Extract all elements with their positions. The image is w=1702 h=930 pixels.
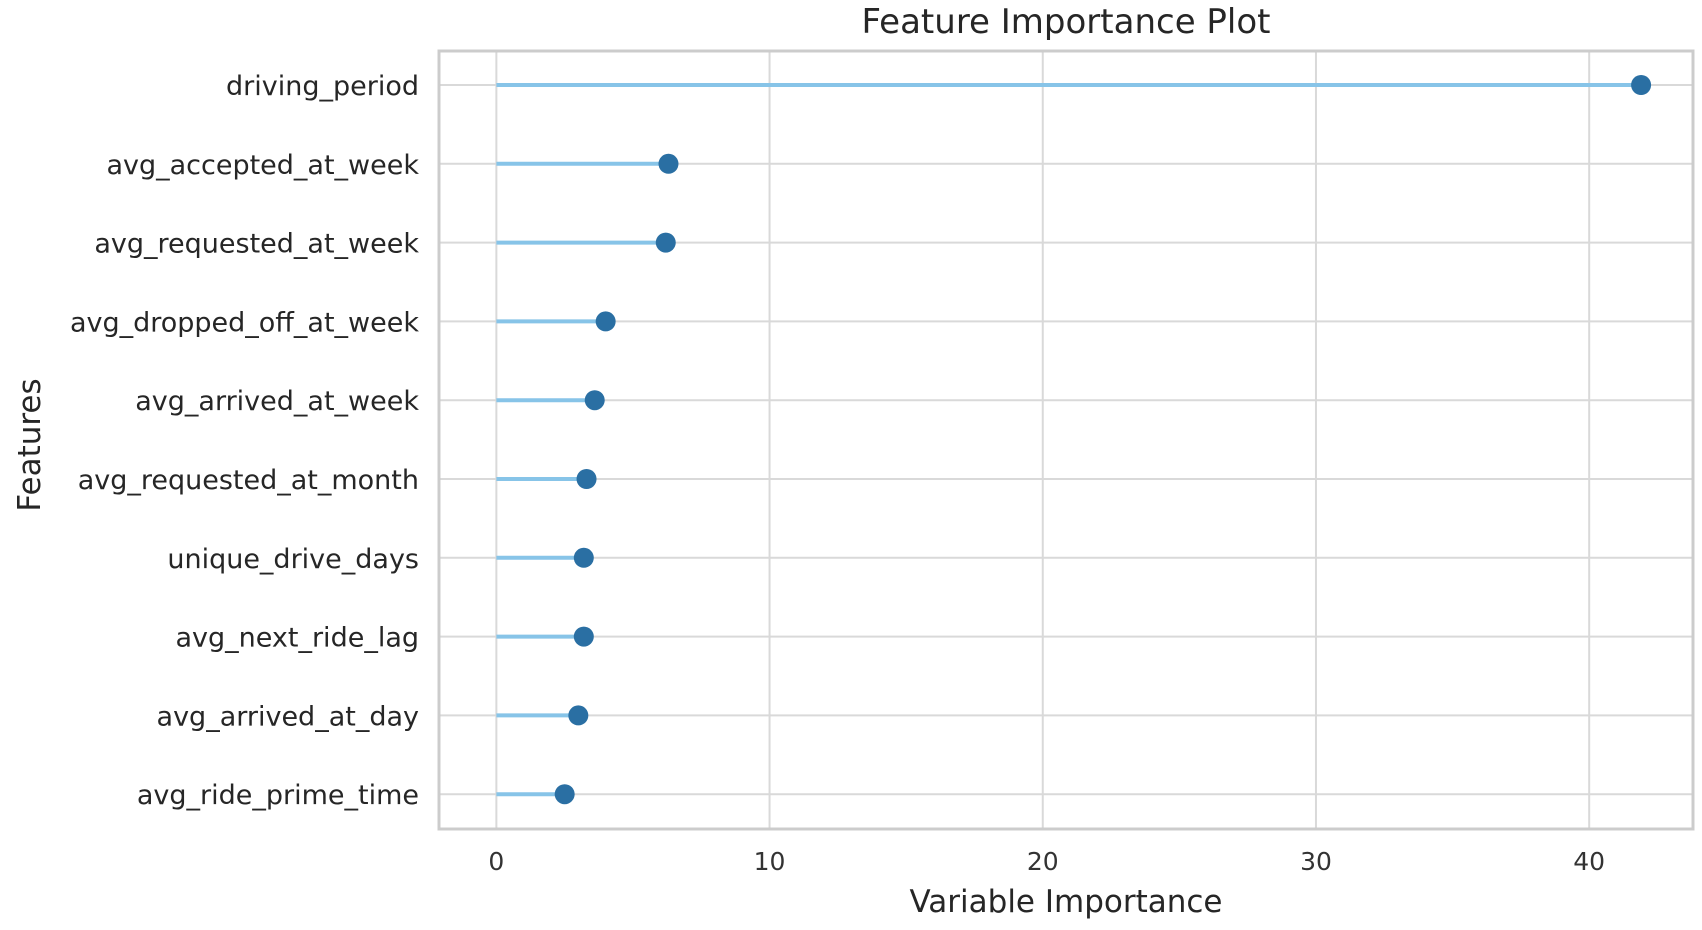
y-tick-label: avg_ride_prime_time bbox=[137, 780, 419, 811]
y-tick-label: avg_accepted_at_week bbox=[106, 150, 419, 181]
mark-layer bbox=[496, 75, 1652, 805]
y-tick-label: unique_drive_days bbox=[167, 544, 419, 575]
chart-title: Feature Importance Plot bbox=[861, 2, 1270, 42]
x-tick-label: 20 bbox=[1027, 847, 1059, 876]
y-tick-label: avg_requested_at_week bbox=[94, 229, 419, 260]
x-axis-label: Variable Importance bbox=[909, 884, 1222, 920]
y-tick-label: avg_next_ride_lag bbox=[175, 623, 419, 654]
lollipop-marker bbox=[554, 784, 575, 805]
y-tick-label: avg_dropped_off_at_week bbox=[70, 307, 419, 338]
grid-layer bbox=[439, 51, 1693, 829]
lollipop-marker bbox=[655, 232, 676, 253]
lollipop-marker bbox=[584, 390, 605, 411]
x-tick-label: 30 bbox=[1300, 847, 1332, 876]
lollipop-marker bbox=[573, 626, 594, 647]
x-tick-label: 0 bbox=[488, 847, 504, 876]
tick-layer: 0 10 20 30 40 driving_period avg_accepted_at_w… bbox=[70, 71, 1605, 876]
plot-frame bbox=[437, 49, 1695, 831]
x-tick-label: 10 bbox=[754, 847, 786, 876]
lollipop-marker bbox=[658, 153, 679, 174]
y-tick-label: avg_arrived_at_week bbox=[135, 386, 419, 417]
lollipop-marker bbox=[573, 547, 594, 568]
lollipop-marker bbox=[568, 705, 589, 726]
lollipop-marker bbox=[576, 469, 597, 489]
lollipop-marker bbox=[595, 311, 616, 332]
y-tick-label: driving_period bbox=[226, 71, 419, 102]
y-axis-label: Features bbox=[12, 378, 48, 511]
y-tick-label: avg_requested_at_month bbox=[78, 465, 419, 496]
y-tick-label: avg_arrived_at_day bbox=[157, 701, 419, 732]
x-tick-label: 40 bbox=[1573, 847, 1605, 876]
lollipop-marker bbox=[1631, 75, 1652, 95]
